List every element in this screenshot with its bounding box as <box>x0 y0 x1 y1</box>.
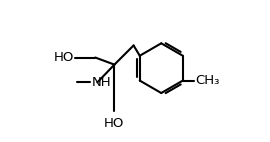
Text: NH: NH <box>92 76 111 89</box>
Text: HO: HO <box>53 51 74 64</box>
Text: CH₃: CH₃ <box>195 74 219 87</box>
Text: HO: HO <box>104 117 124 130</box>
